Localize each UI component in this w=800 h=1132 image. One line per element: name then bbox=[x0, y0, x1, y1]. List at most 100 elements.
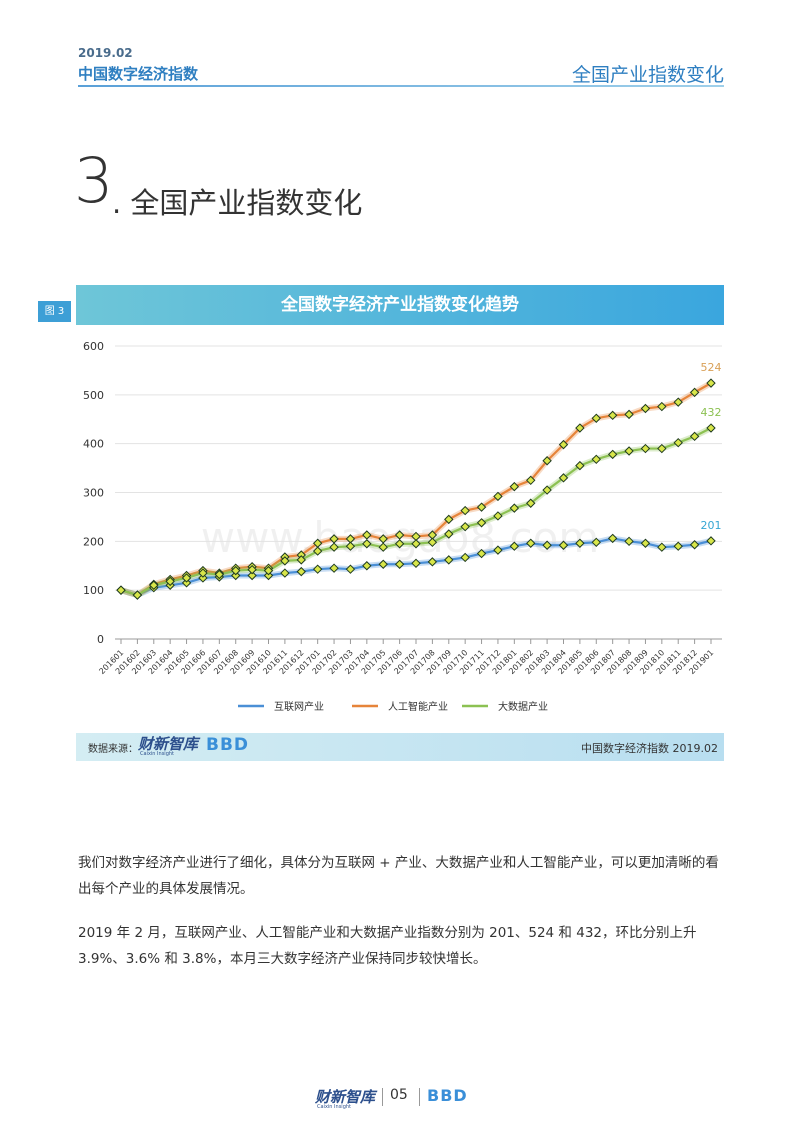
marker bbox=[378, 542, 388, 552]
marker bbox=[509, 481, 520, 492]
footer-logo-sub: Caixin Insight bbox=[317, 1104, 351, 1110]
source-label: 数据来源： bbox=[88, 744, 138, 755]
marker bbox=[493, 545, 503, 555]
source-brand: BBD bbox=[206, 735, 250, 755]
marker bbox=[542, 485, 552, 495]
marker bbox=[411, 539, 421, 549]
marker bbox=[296, 555, 306, 565]
marker bbox=[689, 431, 700, 442]
marker bbox=[526, 475, 536, 485]
marker bbox=[444, 514, 454, 525]
marker bbox=[181, 578, 192, 588]
marker bbox=[263, 565, 274, 576]
footer-brand: BBD bbox=[427, 1086, 468, 1105]
marker bbox=[329, 542, 339, 552]
marker bbox=[116, 585, 126, 595]
marker bbox=[345, 564, 356, 574]
marker bbox=[198, 568, 208, 578]
marker bbox=[296, 566, 306, 577]
marker bbox=[558, 439, 569, 450]
chart: www.baogao8.com 010020030040050060020160… bbox=[83, 340, 722, 713]
marker bbox=[280, 556, 290, 566]
marker bbox=[362, 530, 372, 540]
marker bbox=[394, 530, 405, 540]
marker bbox=[427, 557, 438, 567]
source-note: 中国数字经济指数 2019.02 bbox=[581, 742, 718, 755]
marker bbox=[526, 498, 536, 508]
y-tick-label: 400 bbox=[83, 438, 104, 451]
marker bbox=[542, 456, 552, 466]
marker bbox=[706, 378, 716, 388]
marker bbox=[231, 565, 241, 576]
data-label: 524 bbox=[701, 361, 722, 374]
marker bbox=[640, 443, 651, 454]
marker bbox=[476, 548, 487, 559]
marker bbox=[591, 537, 601, 548]
footer-logo: 财新智库 bbox=[315, 1088, 376, 1106]
marker bbox=[640, 538, 651, 548]
legend-label: 大数据产业 bbox=[498, 700, 548, 713]
marker bbox=[345, 541, 356, 551]
marker bbox=[493, 491, 503, 502]
marker bbox=[444, 555, 454, 565]
marker bbox=[280, 568, 290, 578]
marker bbox=[476, 518, 487, 528]
marker bbox=[542, 540, 552, 550]
marker bbox=[706, 536, 716, 546]
marker bbox=[640, 403, 651, 414]
marker bbox=[673, 541, 683, 551]
marker bbox=[575, 460, 585, 471]
header-report: 中国数字经济指数 bbox=[78, 65, 199, 83]
marker bbox=[558, 540, 569, 550]
marker bbox=[362, 561, 372, 571]
marker bbox=[444, 529, 454, 539]
marker bbox=[394, 539, 405, 549]
marker bbox=[427, 537, 438, 548]
page-number: 05 bbox=[390, 1087, 408, 1103]
marker bbox=[624, 446, 634, 456]
marker bbox=[509, 541, 520, 551]
source-logo-sub: Caixin Insight bbox=[140, 751, 174, 757]
data-label: 432 bbox=[701, 406, 722, 419]
source-logo: 财新智库 bbox=[138, 735, 199, 753]
y-tick-label: 300 bbox=[83, 487, 104, 500]
marker bbox=[706, 423, 716, 433]
marker bbox=[247, 564, 257, 575]
marker bbox=[509, 503, 520, 513]
marker bbox=[214, 569, 225, 580]
y-tick-label: 100 bbox=[83, 584, 104, 597]
header-date: 2019.02 bbox=[78, 46, 133, 60]
marker bbox=[132, 590, 143, 600]
marker bbox=[181, 573, 192, 583]
legend-label: 互联网产业 bbox=[274, 700, 324, 713]
marker bbox=[476, 502, 487, 512]
marker bbox=[312, 564, 323, 574]
marker bbox=[411, 558, 421, 569]
marker bbox=[673, 437, 683, 448]
marker bbox=[689, 387, 700, 398]
footer-separator bbox=[419, 1088, 420, 1106]
marker bbox=[689, 540, 700, 550]
marker bbox=[575, 423, 585, 433]
marker bbox=[624, 409, 634, 420]
marker bbox=[247, 570, 257, 581]
marker bbox=[657, 401, 667, 412]
source-bar bbox=[76, 733, 724, 761]
legend-label: 人工智能产业 bbox=[388, 700, 448, 713]
marker bbox=[362, 539, 372, 549]
marker bbox=[575, 538, 585, 548]
y-tick-label: 500 bbox=[83, 389, 104, 402]
marker bbox=[607, 410, 618, 421]
marker bbox=[673, 397, 683, 407]
y-tick-label: 0 bbox=[97, 633, 104, 646]
marker bbox=[378, 559, 388, 569]
paragraph: 2019 年 2 月，互联网产业、人工智能产业和大数据产业指数分别为 201、5… bbox=[78, 925, 697, 967]
y-tick-label: 600 bbox=[83, 340, 104, 353]
marker bbox=[198, 573, 208, 583]
marker bbox=[558, 473, 569, 483]
y-tick-label: 200 bbox=[83, 535, 104, 548]
header-rule bbox=[78, 85, 724, 87]
heading-number: 3 bbox=[74, 144, 114, 217]
marker bbox=[607, 449, 618, 460]
